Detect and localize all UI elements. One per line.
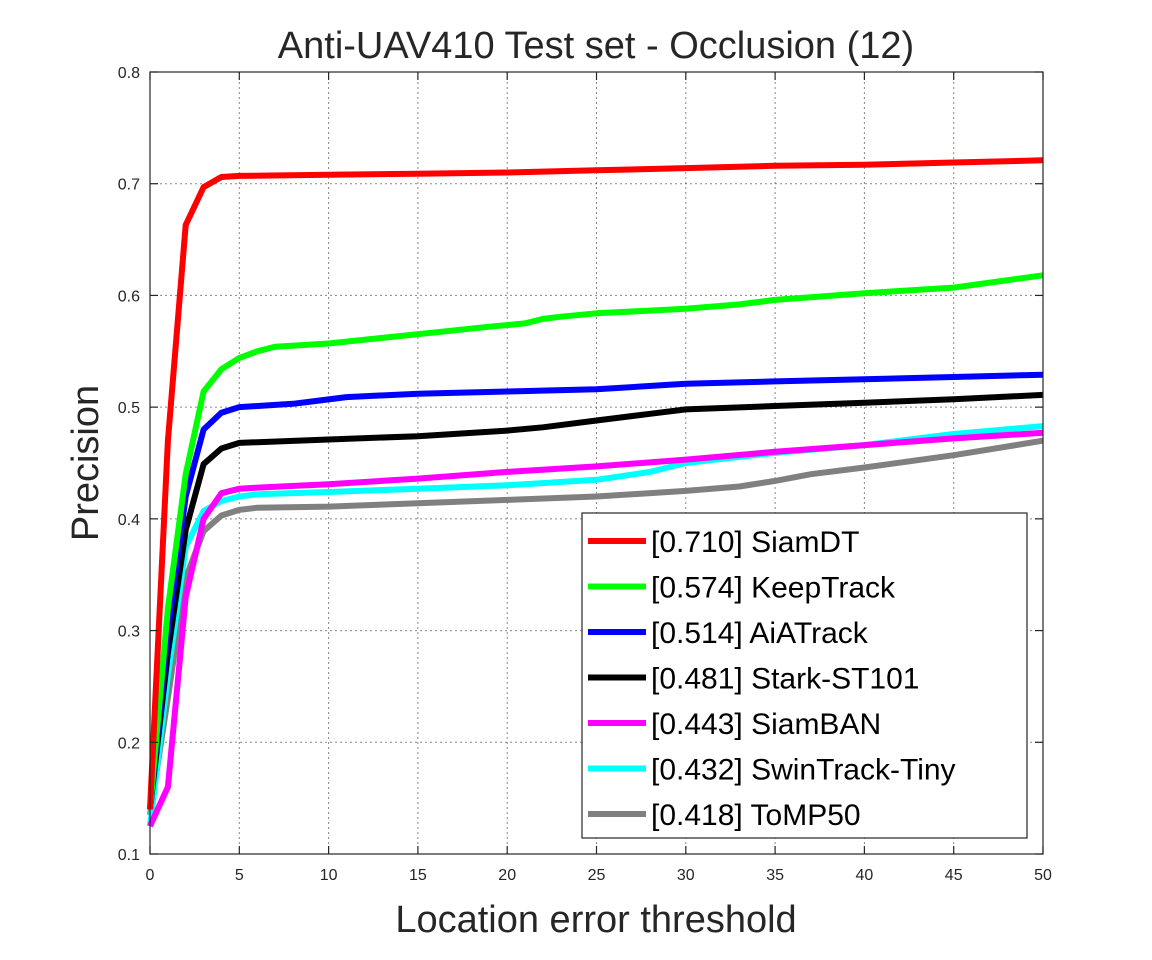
legend-items: [0.710] SiamDT [0.574] KeepTrack [0.514] A… (588, 526, 956, 832)
y-tick-label: 0.3 (118, 624, 140, 641)
series-line-keeptrack (147, 272, 1044, 810)
legend-label-swintrack-tiny: [0.432] SwinTrack-Tiny (651, 754, 956, 787)
x-tick-label: 20 (498, 867, 516, 884)
x-tick-labels: 0 5 10 15 20 25 30 35 40 45 50 (146, 867, 1052, 884)
series-line-siamban (147, 429, 1044, 828)
series-line-siamdt (147, 157, 1044, 810)
x-tick-label: 25 (588, 867, 606, 884)
legend-label-keeptrack: [0.574] KeepTrack (651, 572, 896, 605)
y-tick-label: 0.5 (118, 400, 140, 417)
y-tick-label: 0.2 (118, 735, 140, 752)
legend-box (581, 512, 1028, 839)
series-line-aiatrack (147, 371, 1044, 810)
x-tick-label: 40 (856, 867, 874, 884)
x-tick-label: 35 (766, 867, 784, 884)
chart-title: Anti-UAV410 Test set - Occlusion (12) (278, 25, 914, 67)
x-tick-label: 0 (146, 867, 155, 884)
y-tick-label: 0.1 (118, 847, 140, 864)
legend-label-tomp50: [0.418] ToMP50 (651, 799, 861, 832)
y-tick-label: 0.7 (118, 177, 140, 194)
x-tick-label: 5 (235, 867, 244, 884)
series-lines (147, 157, 1044, 828)
series-line-stark-st101 (147, 391, 1044, 810)
axis-ticks (149, 71, 1044, 855)
y-tick-label: 0.4 (118, 512, 140, 529)
legend-label-stark-st101: [0.481] Stark-ST101 (651, 663, 919, 696)
y-tick-label: 0.8 (118, 65, 140, 82)
y-axis-label: Precision (65, 385, 107, 541)
x-axis-label: Location error threshold (395, 899, 796, 941)
x-tick-label: 30 (677, 867, 695, 884)
y-tick-labels: 0.1 0.2 0.3 0.4 0.5 0.6 0.7 0.8 (118, 65, 140, 864)
x-tick-label: 10 (320, 867, 338, 884)
x-tick-label: 45 (945, 867, 963, 884)
legend-label-siamdt: [0.710] SiamDT (651, 526, 859, 559)
y-tick-label: 0.6 (118, 288, 140, 305)
x-tick-label: 50 (1034, 867, 1052, 884)
legend-label-aiatrack: [0.514] AiATrack (651, 617, 869, 650)
x-tick-label: 15 (409, 867, 427, 884)
legend: [0.710] SiamDT [0.574] KeepTrack [0.514] A… (581, 512, 1028, 839)
legend-label-siamban: [0.443] SiamBAN (651, 708, 881, 741)
